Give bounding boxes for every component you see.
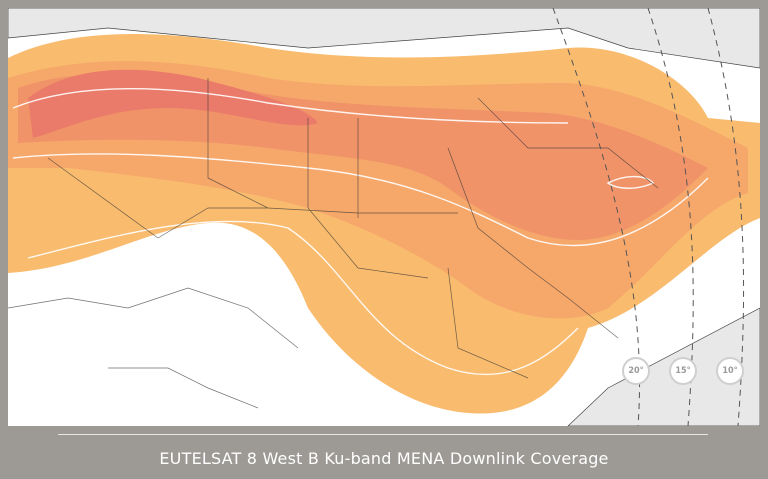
map-caption: EUTELSAT 8 West B Ku-band MENA Downlink … xyxy=(159,449,609,468)
contour-3 xyxy=(18,74,708,240)
elevation-label-15: 15° xyxy=(669,357,697,385)
coverage-map-svg xyxy=(7,7,761,427)
coverage-map: 20° 15° 10° xyxy=(7,7,761,427)
contour-peak xyxy=(28,69,318,138)
elevation-label-10: 10° xyxy=(716,357,744,385)
country-borders xyxy=(7,78,659,409)
coverage-contours xyxy=(8,34,760,414)
caption-divider xyxy=(58,434,708,435)
elevation-label-20: 20° xyxy=(622,357,650,385)
